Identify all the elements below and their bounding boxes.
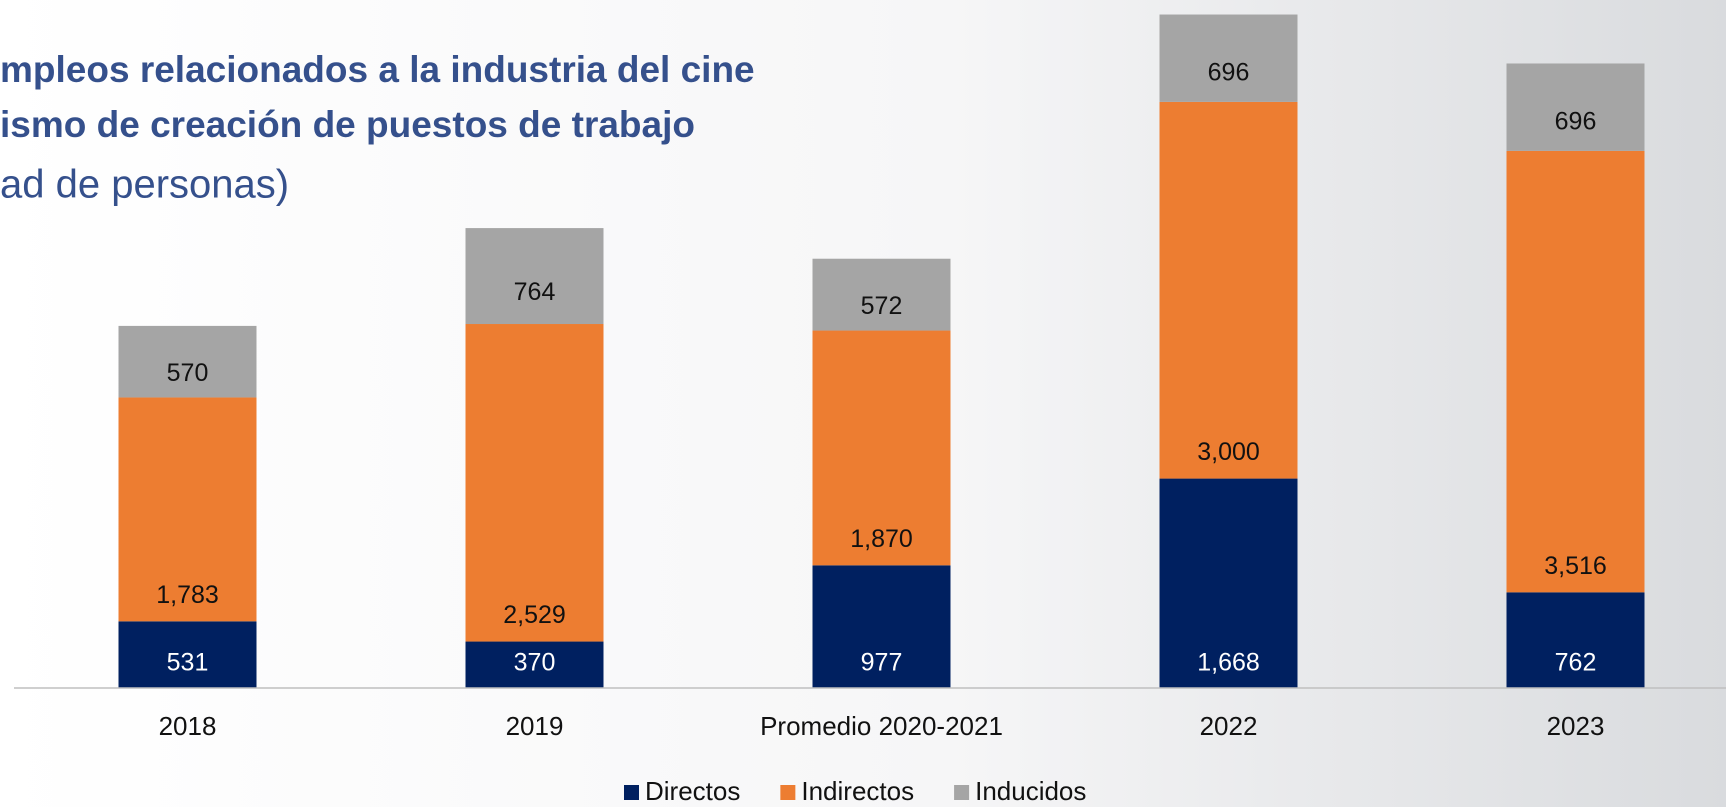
data-label: 572 <box>861 292 903 320</box>
bar-segment <box>1507 151 1645 592</box>
legend-label: Directos <box>645 776 740 806</box>
data-label: 696 <box>1555 108 1597 136</box>
data-label: 764 <box>514 278 556 306</box>
legend-swatch <box>624 785 639 800</box>
x-tick-label: 2023 <box>1547 711 1605 741</box>
data-label: 2,529 <box>503 601 566 629</box>
x-tick-label: 2022 <box>1200 711 1258 741</box>
legend-label: Indirectos <box>801 776 914 806</box>
data-label: 762 <box>1555 649 1597 677</box>
bar-segment <box>1160 102 1298 479</box>
chart-subtitle: ismo de creación de puestos de trabajo <box>0 104 695 145</box>
data-label: 696 <box>1208 59 1250 87</box>
data-label: 531 <box>167 649 209 677</box>
x-tick-label: Promedio 2020-2021 <box>760 711 1003 741</box>
data-label: 3,000 <box>1197 438 1260 466</box>
chart: mpleos relacionados a la industria del c… <box>0 0 1726 807</box>
data-label: 3,516 <box>1544 552 1607 580</box>
data-label: 977 <box>861 649 903 677</box>
data-label: 570 <box>167 359 209 387</box>
legend-swatch <box>780 785 795 800</box>
bar-segment <box>466 228 604 324</box>
legend-label: Inducidos <box>975 776 1086 806</box>
unit-label: ad de personas) <box>0 163 289 207</box>
data-label: 1,668 <box>1197 649 1260 677</box>
data-label: 1,870 <box>850 525 913 553</box>
x-tick-label: 2018 <box>159 711 217 741</box>
legend-swatch <box>954 785 969 800</box>
bar-segment <box>466 324 604 642</box>
page: mpleos relacionados a la industria del c… <box>0 0 1726 807</box>
data-label: 370 <box>514 649 556 677</box>
x-tick-label: 2019 <box>506 711 564 741</box>
chart-title: mpleos relacionados a la industria del c… <box>0 49 755 90</box>
data-label: 1,783 <box>156 581 219 609</box>
